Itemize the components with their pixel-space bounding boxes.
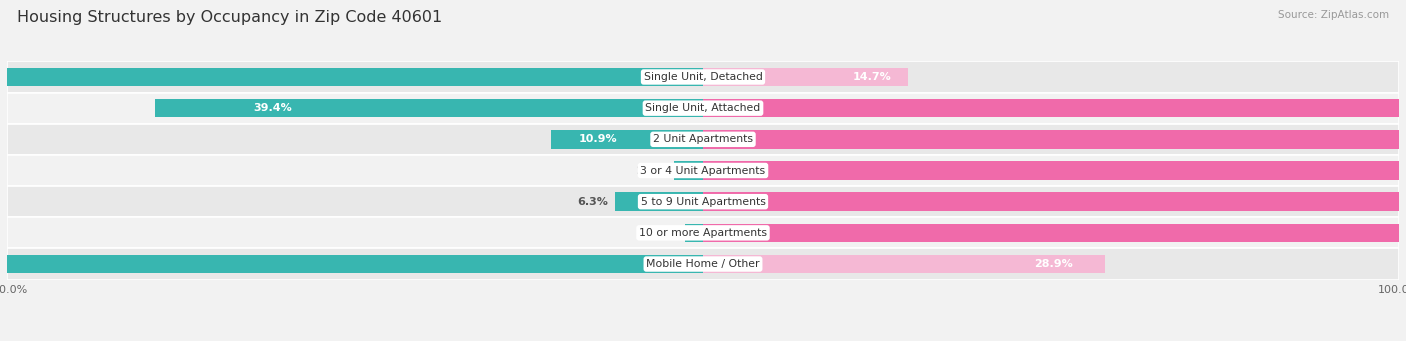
Text: 2 Unit Apartments: 2 Unit Apartments: [652, 134, 754, 144]
Bar: [0, 68, 703, 86]
Text: 28.9%: 28.9%: [1035, 259, 1073, 269]
Bar: [703, 255, 1105, 273]
Bar: [155, 99, 703, 118]
Bar: [7, 155, 1399, 186]
Bar: [7, 92, 1399, 124]
Text: Single Unit, Attached: Single Unit, Attached: [645, 103, 761, 113]
Bar: [616, 192, 703, 211]
Legend: Owner-occupied, Renter-occupied: Owner-occupied, Renter-occupied: [586, 338, 820, 341]
Text: Housing Structures by Occupancy in Zip Code 40601: Housing Structures by Occupancy in Zip C…: [17, 10, 441, 25]
Bar: [703, 161, 1406, 180]
Text: 6.3%: 6.3%: [578, 197, 609, 207]
Bar: [7, 124, 1399, 155]
Text: 10.9%: 10.9%: [579, 134, 617, 144]
Text: 1.3%: 1.3%: [647, 228, 678, 238]
Bar: [551, 130, 703, 149]
Text: 10 or more Apartments: 10 or more Apartments: [638, 228, 768, 238]
Bar: [703, 99, 1406, 118]
Bar: [0, 255, 703, 273]
Bar: [7, 61, 1399, 92]
Text: 39.4%: 39.4%: [253, 103, 292, 113]
Text: 3 or 4 Unit Apartments: 3 or 4 Unit Apartments: [641, 165, 765, 176]
Bar: [7, 217, 1399, 249]
Bar: [7, 186, 1399, 217]
Text: 14.7%: 14.7%: [852, 72, 891, 82]
Text: Source: ZipAtlas.com: Source: ZipAtlas.com: [1278, 10, 1389, 20]
Bar: [703, 130, 1406, 149]
Text: Single Unit, Detached: Single Unit, Detached: [644, 72, 762, 82]
Bar: [673, 161, 703, 180]
Bar: [703, 192, 1406, 211]
Text: 5 to 9 Unit Apartments: 5 to 9 Unit Apartments: [641, 197, 765, 207]
Bar: [703, 68, 908, 86]
Bar: [7, 249, 1399, 280]
Text: Mobile Home / Other: Mobile Home / Other: [647, 259, 759, 269]
Text: 2.1%: 2.1%: [636, 165, 666, 176]
Bar: [703, 223, 1406, 242]
Bar: [685, 223, 703, 242]
